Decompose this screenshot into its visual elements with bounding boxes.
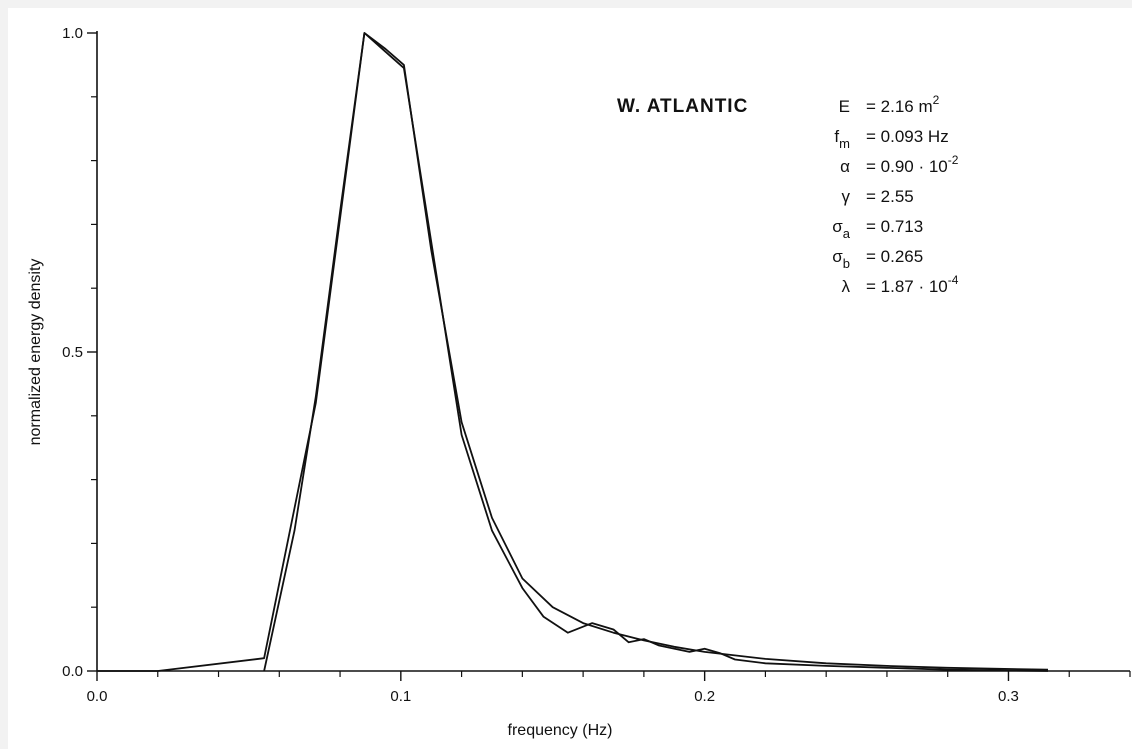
param-symbol: α	[840, 157, 850, 176]
y-tick-label: 0.0	[62, 663, 83, 680]
param-symbol: λ	[842, 277, 851, 296]
series-layer	[97, 32, 1049, 672]
y-tick-label: 1.0	[62, 25, 83, 42]
param-value: = 1.87 · 10-4	[866, 273, 959, 296]
param-value: = 0.90 · 10-2	[866, 153, 959, 176]
site-label: W. ATLANTIC	[617, 96, 748, 117]
parameter-list: E = 2.16 m2 fm = 0.093 Hz α = 0.90 · 10-2 γ = 2…	[832, 93, 958, 296]
x-tick-label: 0.1	[390, 688, 411, 705]
x-tick-label: 0.3	[998, 688, 1019, 705]
param-value: = 2.55	[866, 187, 914, 206]
chart-frame	[8, 8, 1132, 749]
y-axis-title: normalized energy density	[27, 259, 44, 446]
y-tick-label: 0.5	[62, 344, 83, 361]
x-tick-label: 0.2	[694, 688, 715, 705]
x-tick-label: 0.0	[87, 688, 108, 705]
axes: 0.0 0.1 0.2 0.3 0.0 0.5 1.0	[62, 25, 1131, 705]
param-value: = 2.16 m2	[866, 93, 940, 116]
param-value: = 0.265	[866, 247, 923, 266]
param-value: = 0.713	[866, 217, 923, 236]
x-axis-title: frequency (Hz)	[508, 722, 613, 739]
param-symbol: γ	[842, 187, 851, 206]
param-symbol: σa	[832, 217, 851, 241]
param-symbol: σb	[832, 247, 850, 271]
param-symbol: E	[839, 97, 850, 116]
series-line-2	[263, 32, 1049, 672]
param-symbol: fm	[834, 127, 850, 151]
param-value: = 0.093 Hz	[866, 127, 949, 146]
